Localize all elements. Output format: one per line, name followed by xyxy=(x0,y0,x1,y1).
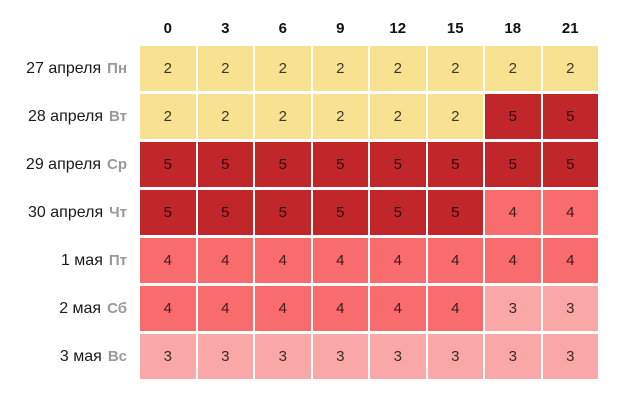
heatmap-cell: 4 xyxy=(542,190,598,235)
weekday-label: Вт xyxy=(109,108,127,125)
heatmap-cell: 5 xyxy=(312,142,368,187)
heatmap-cell: 2 xyxy=(312,46,368,91)
hour-header: 12 xyxy=(389,20,407,37)
heatmap-cell: 3 xyxy=(255,334,311,379)
heatmap-cell: 3 xyxy=(485,286,541,331)
heatmap-cell: 5 xyxy=(542,142,598,187)
heatmap-cell: 4 xyxy=(370,238,426,283)
heatmap-cell: 2 xyxy=(312,94,368,139)
heatmap-cell: 2 xyxy=(140,46,196,91)
heatmap-cell: 4 xyxy=(485,238,541,283)
heatmap-cell: 4 xyxy=(427,238,483,283)
heatmap-cell: 5 xyxy=(542,94,598,139)
heatmap-cell: 5 xyxy=(312,190,368,235)
heatmap-cell: 2 xyxy=(197,94,253,139)
heatmap-cell: 4 xyxy=(542,238,598,283)
heatmap-cell: 2 xyxy=(485,46,541,91)
row-label: 3 мая Вс xyxy=(2,334,138,379)
hour-header: 3 xyxy=(221,20,230,37)
row-label: 30 апреля Чт xyxy=(2,190,138,235)
heatmap-cell: 2 xyxy=(427,46,483,91)
heatmap-cell: 4 xyxy=(140,238,196,283)
heatmap-cell: 2 xyxy=(255,94,311,139)
heatmap-cell: 2 xyxy=(427,94,483,139)
date-label: 3 мая xyxy=(59,347,102,365)
heatmap-cell: 5 xyxy=(197,142,253,187)
row-label: 1 мая Пт xyxy=(2,238,138,283)
heatmap-cell: 4 xyxy=(197,286,253,331)
heatmap-cell: 3 xyxy=(542,286,598,331)
heatmap-cell: 4 xyxy=(140,286,196,331)
heatmap-cell: 5 xyxy=(140,142,196,187)
row-label: 29 апреля Ср xyxy=(2,142,138,187)
heatmap-cell: 2 xyxy=(542,46,598,91)
heatmap-cell: 5 xyxy=(427,190,483,235)
heatmap-cell: 4 xyxy=(255,238,311,283)
heatmap-cell: 5 xyxy=(485,142,541,187)
hour-header: 9 xyxy=(336,20,345,37)
weekday-label: Вс xyxy=(107,348,127,365)
date-label: 1 мая xyxy=(60,251,103,269)
heatmap-cell: 5 xyxy=(140,190,196,235)
heatmap-cell: 5 xyxy=(370,190,426,235)
heatmap-cell: 4 xyxy=(370,286,426,331)
date-label: 27 апреля xyxy=(26,59,102,77)
row-label: 2 мая Сб xyxy=(2,286,138,331)
weekday-label: Чт xyxy=(109,204,127,221)
hour-header: 0 xyxy=(163,20,172,37)
hour-header: 18 xyxy=(504,20,522,37)
heatmap-cell: 5 xyxy=(197,190,253,235)
hour-header: 15 xyxy=(446,20,464,37)
heatmap-cell: 3 xyxy=(542,334,598,379)
heatmap-cell: 3 xyxy=(312,334,368,379)
weekday-label: Ср xyxy=(107,156,127,173)
hour-header: 6 xyxy=(278,20,287,37)
row-label: 27 апреля Пн xyxy=(2,46,138,91)
heatmap-cell: 5 xyxy=(427,142,483,187)
heatmap-cell: 3 xyxy=(427,334,483,379)
heatmap-cell: 3 xyxy=(197,334,253,379)
corner-spacer xyxy=(2,0,138,43)
heatmap-cell: 5 xyxy=(255,190,311,235)
hour-header: 21 xyxy=(561,20,579,37)
date-label: 30 апреля xyxy=(28,203,104,221)
date-label: 28 апреля xyxy=(27,107,104,125)
heatmap-cell: 3 xyxy=(140,334,196,379)
heatmap-cell: 4 xyxy=(427,286,483,331)
heatmap-grid: 0 3 6 9 12 15 18 21 27 апреля Пн 2 2 2 2 2 2 2 2 28 апреля… xyxy=(2,0,598,379)
weekday-label: Сб xyxy=(107,300,127,317)
heatmap-cell: 3 xyxy=(370,334,426,379)
heatmap-cell: 4 xyxy=(197,238,253,283)
heatmap-cell: 2 xyxy=(370,46,426,91)
heatmap-cell: 5 xyxy=(370,142,426,187)
heatmap-cell: 5 xyxy=(485,94,541,139)
row-label: 28 апреля Вт xyxy=(2,94,138,139)
heatmap-cell: 2 xyxy=(140,94,196,139)
heatmap-cell: 2 xyxy=(255,46,311,91)
weekday-label: Пн xyxy=(107,60,127,77)
heatmap-cell: 5 xyxy=(255,142,311,187)
heatmap-cell: 4 xyxy=(312,286,368,331)
date-label: 29 апреля xyxy=(25,155,101,173)
heatmap-cell: 4 xyxy=(312,238,368,283)
weekday-label: Пт xyxy=(108,252,127,269)
heatmap-cell: 2 xyxy=(197,46,253,91)
heatmap-cell: 3 xyxy=(485,334,541,379)
heatmap-cell: 2 xyxy=(370,94,426,139)
heatmap-cell: 4 xyxy=(255,286,311,331)
heatmap-cell: 4 xyxy=(485,190,541,235)
date-label: 2 мая xyxy=(59,299,102,317)
